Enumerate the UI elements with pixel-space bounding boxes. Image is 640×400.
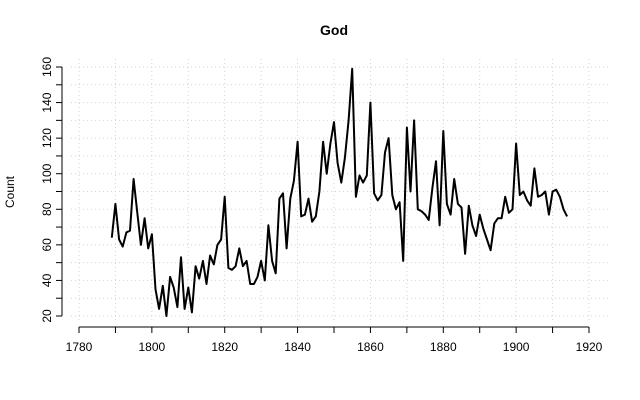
y-tick-label: 120 bbox=[40, 128, 54, 148]
x-tick-label: 1820 bbox=[211, 340, 238, 354]
grid bbox=[71, 59, 609, 322]
x-tick-label: 1900 bbox=[503, 340, 530, 354]
y-tick-label: 160 bbox=[40, 57, 54, 77]
x-tick-label: 1840 bbox=[284, 340, 311, 354]
y-tick-label: 60 bbox=[40, 238, 54, 252]
chart-title: God bbox=[320, 22, 348, 38]
series-line bbox=[110, 67, 568, 317]
y-tick-label: 40 bbox=[40, 273, 54, 287]
y-tick-label: 140 bbox=[40, 92, 54, 112]
y-tick-label: 80 bbox=[40, 202, 54, 216]
axes: 1780 1800 1820 1840 1860 1880 1900 1920 20 40 60 80… bbox=[40, 57, 603, 354]
x-tick-label: 1800 bbox=[139, 340, 166, 354]
series bbox=[110, 67, 568, 317]
x-tick-label: 1920 bbox=[576, 340, 603, 354]
y-tick-label: 20 bbox=[40, 309, 54, 323]
x-tick-label: 1880 bbox=[430, 340, 457, 354]
x-tick-label: 1780 bbox=[66, 340, 93, 354]
x-tick-label: 1860 bbox=[357, 340, 384, 354]
y-tick-label: 100 bbox=[40, 163, 54, 183]
y-axis-label: Count bbox=[3, 175, 17, 208]
